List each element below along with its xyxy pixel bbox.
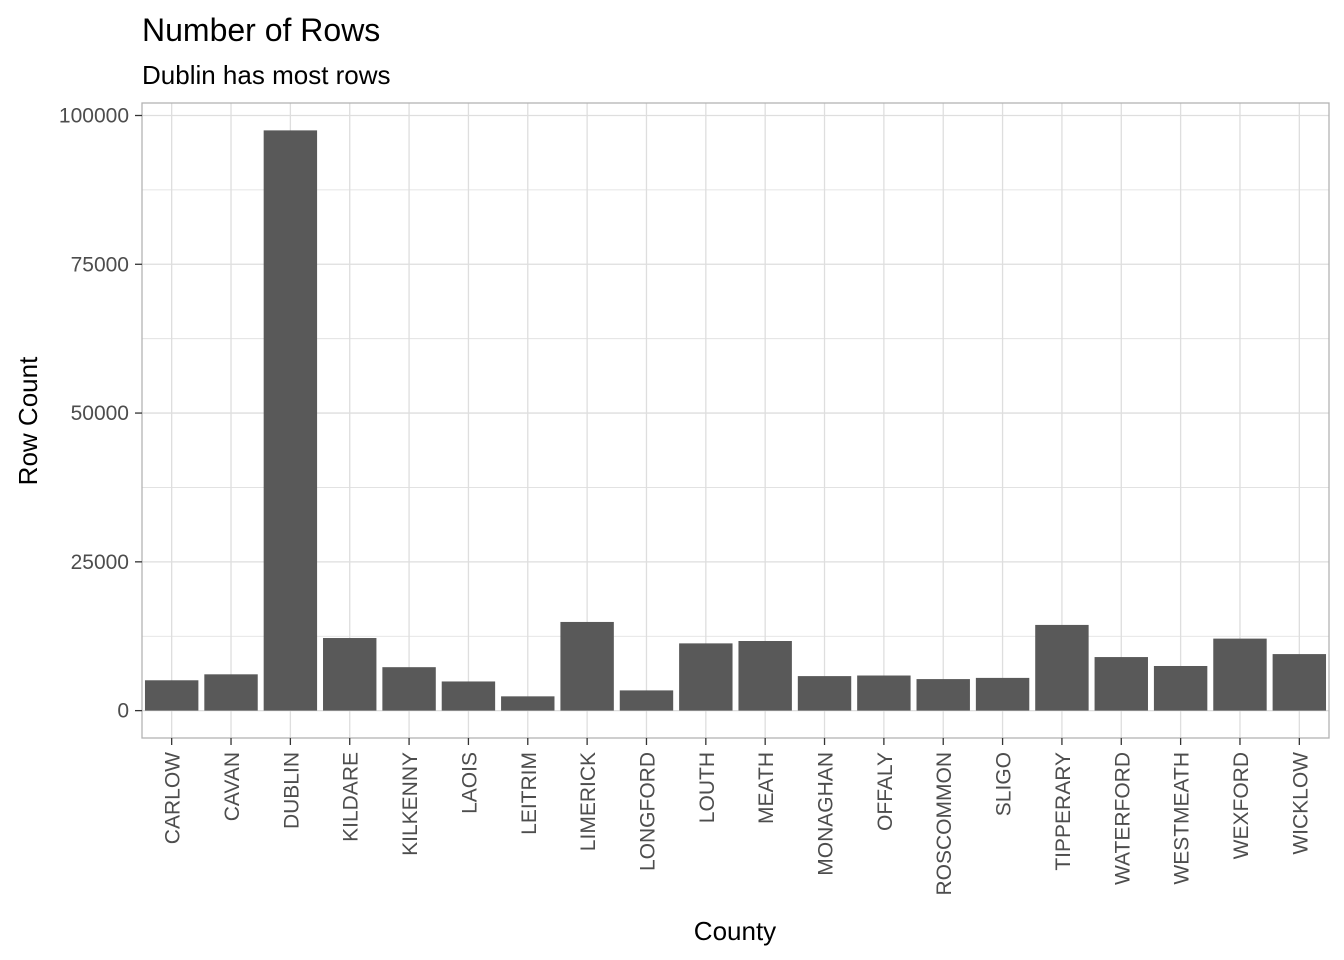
bar-offaly — [857, 675, 911, 711]
bar-limerick — [560, 621, 614, 711]
x-tick-label-offaly: OFFALY — [874, 752, 897, 831]
x-tick-label-longford: LONGFORD — [636, 752, 659, 871]
bar-louth — [679, 643, 733, 711]
y-tick-label: 75000 — [71, 253, 129, 276]
bar-wicklow — [1272, 654, 1327, 711]
bar-dublin — [263, 130, 318, 711]
x-tick-label-leitrim: LEITRIM — [518, 752, 541, 835]
bar-leitrim — [501, 696, 555, 711]
bar-carlow — [144, 680, 199, 711]
y-tick-label: 50000 — [71, 402, 129, 425]
x-tick-label-kilkenny: KILKENNY — [399, 752, 422, 856]
bar-laois — [441, 681, 496, 711]
bars — [144, 130, 1327, 711]
y-tick-label: 100000 — [59, 104, 129, 127]
panel-border — [141, 102, 1330, 739]
x-tick-label-carlow: CARLOW — [162, 752, 185, 844]
bar-longford — [619, 690, 674, 711]
y-axis-ticks: 0 25000 50000 75000 100000 — [59, 104, 142, 723]
chart-subtitle: Dublin has most rows — [142, 60, 391, 90]
x-axis-ticks: CARLOW CAVAN DUBLIN KILDARE KILKENNY LAOIS LEI… — [162, 738, 1312, 896]
x-tick-label-laois: LAOIS — [458, 752, 481, 814]
bar-wexford — [1213, 638, 1267, 711]
bar-kilkenny — [382, 667, 436, 711]
y-axis-title: Row Count — [13, 356, 43, 485]
x-tick-label-sligo: SLIGO — [993, 752, 1016, 816]
bar-sligo — [975, 677, 1030, 711]
x-tick-label-kildare: KILDARE — [340, 752, 363, 842]
bar-tipperary — [1035, 624, 1089, 711]
x-tick-label-limerick: LIMERICK — [577, 752, 600, 851]
x-tick-label-louth: LOUTH — [696, 752, 719, 823]
bar-westmeath — [1153, 665, 1208, 711]
x-axis-title: County — [694, 916, 776, 946]
x-tick-label-meath: MEATH — [755, 752, 778, 824]
x-tick-label-dublin: DUBLIN — [280, 752, 303, 829]
bar-meath — [738, 640, 792, 711]
y-tick-label: 25000 — [71, 551, 129, 574]
x-tick-label-westmeath: WESTMEATH — [1171, 752, 1194, 885]
chart-title: Number of Rows — [142, 12, 380, 48]
bar-roscommon — [916, 679, 970, 711]
x-tick-label-waterford: WATERFORD — [1111, 752, 1134, 885]
bar-waterford — [1094, 657, 1148, 711]
x-tick-label-wicklow: WICKLOW — [1289, 752, 1312, 855]
y-tick-label: 0 — [117, 700, 129, 723]
grid-lines — [142, 103, 1329, 738]
x-tick-label-tipperary: TIPPERARY — [1052, 752, 1075, 871]
bar-kildare — [323, 638, 377, 711]
bar-monaghan — [797, 676, 852, 711]
plot-panel — [142, 103, 1329, 738]
bar-cavan — [204, 674, 258, 711]
x-tick-label-roscommon: ROSCOMMON — [933, 752, 956, 896]
x-tick-label-monaghan: MONAGHAN — [815, 752, 838, 876]
x-tick-label-wexford: WEXFORD — [1230, 752, 1253, 859]
x-tick-label-cavan: CAVAN — [221, 752, 244, 821]
